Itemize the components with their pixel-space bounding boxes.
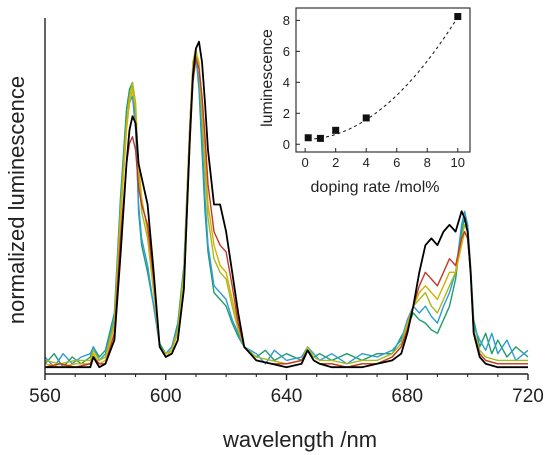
inset-y-tick-label: 6 (283, 44, 290, 59)
main-y-axis-label: normalized luminescence (4, 76, 29, 324)
inset-data-point (454, 13, 462, 21)
inset-x-tick-label: 6 (393, 155, 400, 170)
main-series-group (44, 40, 529, 369)
inset-y-tick-label: 8 (283, 13, 290, 28)
inset-frame (295, 7, 471, 153)
inset-chart: 0 2 4 6 8 10 0 2 4 6 8 doping rate /mol% luminesce… (259, 7, 471, 196)
inset-x-tick-label: 8 (424, 155, 431, 170)
inset-x-tick-label: 4 (363, 155, 370, 170)
main-x-tick-label: 680 (391, 386, 423, 407)
inset-axes: 0 2 4 6 8 10 0 2 4 6 8 (283, 7, 471, 170)
inset-data-point (332, 126, 340, 134)
inset-x-tick-label: 10 (451, 155, 465, 170)
spectrum-series-2 (44, 58, 528, 368)
main-x-axis-label: wavelength /nm (222, 427, 377, 452)
spectrum-series-4 (44, 47, 528, 365)
inset-y-tick-label: 0 (283, 137, 290, 152)
inset-x-tick-label: 2 (332, 155, 339, 170)
inset-y-tick-label: 4 (283, 75, 290, 90)
inset-data-point (362, 114, 370, 122)
main-chart: 560 600 640 680 720 wavelength /nm normalize… (4, 18, 544, 452)
main-x-tick-label: 600 (150, 386, 182, 407)
inset-x-tick-label: 0 (302, 155, 309, 170)
inset-x-axis-label: doping rate /mol% (311, 179, 440, 196)
inset-trend-line (308, 16, 459, 140)
main-x-tick-label: 720 (512, 386, 544, 407)
inset-y-tick-label: 2 (283, 106, 290, 121)
inset-y-axis-label: luminescence (259, 29, 276, 127)
main-axes: 560 600 640 680 720 (29, 18, 544, 407)
spectrum-series-6 (44, 54, 529, 368)
inset-data-point (304, 134, 312, 142)
main-x-tick-label: 560 (29, 386, 61, 407)
inset-data-point (316, 134, 324, 142)
spectrum-series-3 (44, 51, 528, 368)
main-x-tick-label: 640 (271, 386, 303, 407)
spectrum-series-1 (45, 40, 528, 369)
inset-marks (304, 13, 462, 142)
